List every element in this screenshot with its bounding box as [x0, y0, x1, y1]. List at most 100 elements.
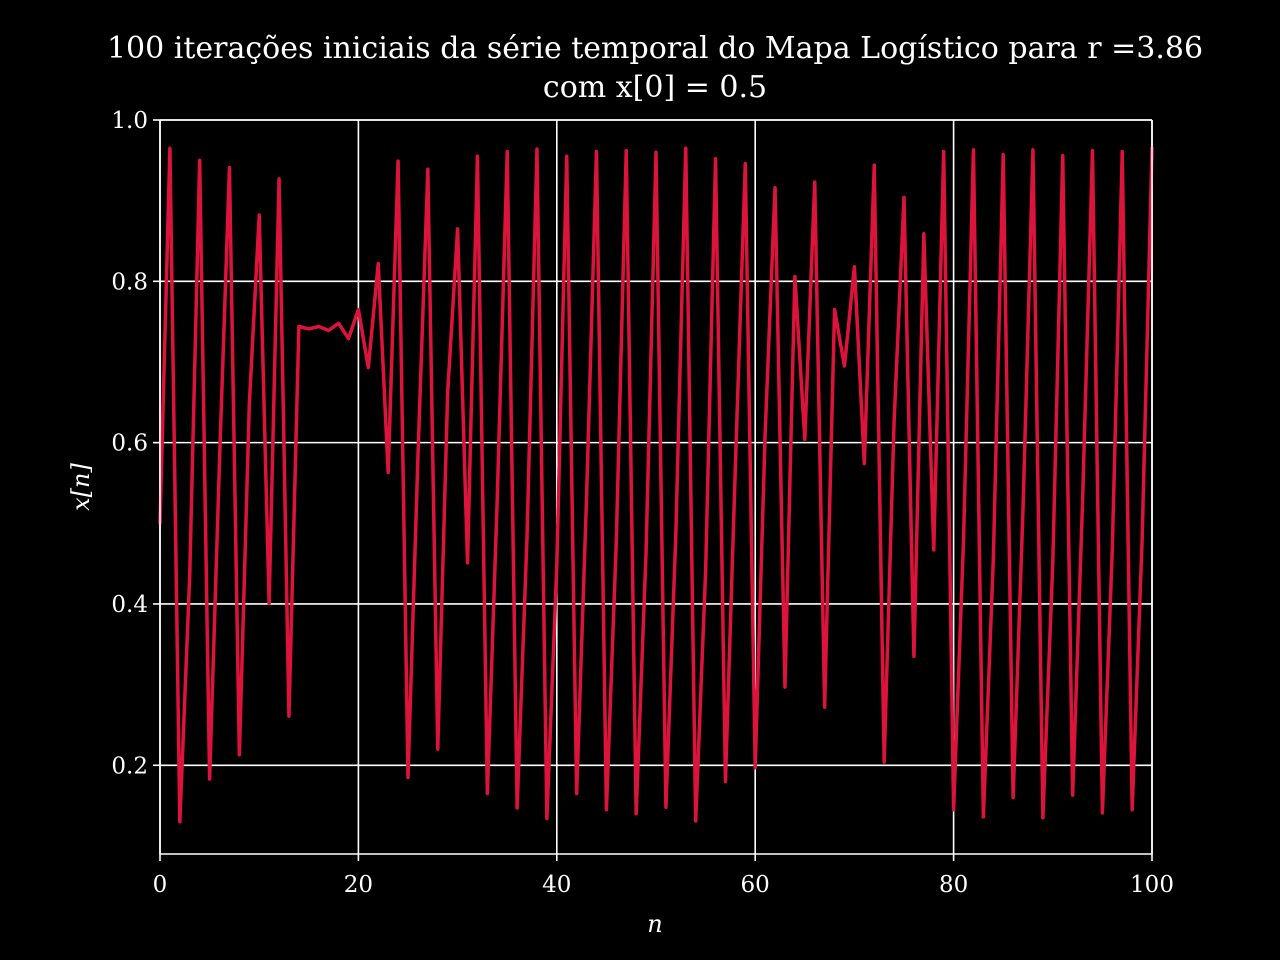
data-point	[416, 455, 420, 459]
data-point	[396, 159, 400, 163]
data-point	[376, 262, 380, 266]
data-point	[277, 177, 281, 181]
data-point	[872, 163, 876, 167]
data-point	[1061, 153, 1065, 157]
data-point	[852, 265, 856, 269]
data-point	[684, 146, 688, 150]
data-point	[327, 329, 331, 333]
data-point	[168, 146, 172, 150]
y-tick-label: 0.2	[111, 753, 148, 779]
y-tick-label: 0.4	[111, 592, 148, 618]
data-point	[842, 364, 846, 368]
data-point	[485, 792, 489, 796]
y-tick-label: 0.6	[111, 431, 148, 457]
data-point	[714, 157, 718, 161]
data-point	[634, 812, 638, 816]
data-point	[614, 539, 618, 543]
data-point	[446, 390, 450, 394]
data-point	[1110, 547, 1114, 551]
data-point	[813, 180, 817, 184]
data-point	[1100, 811, 1104, 815]
data-point	[654, 150, 658, 154]
data-point	[466, 561, 470, 565]
y-tick-label: 0.8	[111, 269, 148, 295]
series-layer	[158, 146, 1154, 824]
data-point	[723, 779, 727, 783]
data-point	[525, 534, 529, 538]
x-axis-label: n	[647, 910, 662, 938]
data-point	[971, 148, 975, 152]
x-tick-label: 40	[542, 872, 571, 898]
data-point	[227, 166, 231, 170]
x-tick-label: 20	[344, 872, 373, 898]
data-point	[962, 538, 966, 542]
data-point	[505, 149, 509, 153]
data-point	[594, 149, 598, 153]
data-point	[297, 324, 301, 328]
data-point	[1130, 808, 1134, 812]
data-point	[902, 195, 906, 199]
x-tick-label: 100	[1130, 872, 1174, 898]
data-point	[674, 532, 678, 536]
data-point	[694, 819, 698, 823]
data-point	[208, 777, 212, 781]
data-point	[585, 495, 589, 499]
data-point	[932, 548, 936, 552]
data-point	[317, 324, 321, 328]
data-point	[991, 558, 995, 562]
data-point	[773, 186, 777, 190]
data-point	[535, 147, 539, 151]
data-point	[1051, 561, 1055, 565]
chart-title-line2: com x[0] = 0.5	[543, 70, 767, 105]
x-tick-label: 0	[153, 872, 168, 898]
data-point	[793, 274, 797, 278]
data-point	[436, 747, 440, 751]
x-tick-label: 80	[939, 872, 968, 898]
data-point	[575, 792, 579, 796]
data-point	[1120, 149, 1124, 153]
data-point	[1140, 539, 1144, 543]
data-point	[178, 820, 182, 824]
data-point	[1031, 148, 1035, 152]
ticks: 0 20 40 60 80 100 0.2 0.4 0.6 0.8 1.0	[111, 108, 1174, 898]
data-point	[386, 470, 390, 474]
data-point	[257, 213, 261, 217]
data-point	[922, 232, 926, 236]
x-tick-label: 60	[741, 872, 770, 898]
data-point	[456, 227, 460, 231]
data-point	[743, 162, 747, 166]
data-point	[604, 808, 608, 812]
data-point	[545, 817, 549, 821]
axes	[159, 119, 1153, 855]
data-point	[1041, 816, 1045, 820]
data-point	[892, 420, 896, 424]
data-point	[247, 403, 251, 407]
data-point	[188, 572, 192, 576]
data-point	[426, 167, 430, 171]
data-point	[515, 806, 519, 810]
data-point	[823, 705, 827, 709]
data-point	[1021, 506, 1025, 510]
data-point	[624, 149, 628, 153]
chart-title-line1: 100 iterações iniciais da série temporal…	[107, 31, 1203, 66]
y-tick-label: 1.0	[111, 108, 148, 134]
data-point	[366, 366, 370, 370]
data-point	[753, 766, 757, 770]
data-point	[912, 654, 916, 658]
data-point	[495, 495, 499, 499]
data-point	[981, 815, 985, 819]
data-point	[862, 462, 866, 466]
data-point	[664, 805, 668, 809]
data-point	[644, 550, 648, 554]
data-point	[287, 714, 291, 718]
data-point	[783, 685, 787, 689]
data-point	[356, 308, 360, 312]
data-point	[307, 327, 311, 331]
data-point	[952, 808, 956, 812]
data-point	[267, 601, 271, 605]
data-point	[198, 158, 202, 162]
data-point	[406, 775, 410, 779]
y-axis-label: x[n]	[67, 463, 95, 511]
data-point	[1090, 149, 1094, 153]
